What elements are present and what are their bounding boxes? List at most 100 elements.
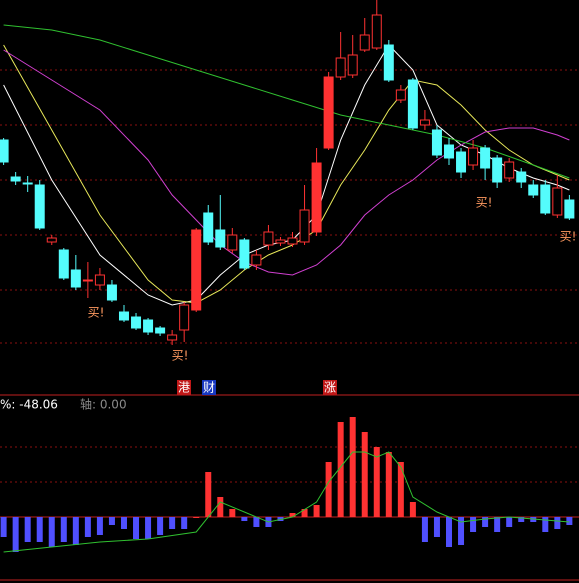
indicator-bar	[301, 509, 308, 517]
candle-body	[227, 234, 238, 251]
candle-body	[167, 334, 178, 341]
candle-body	[34, 184, 45, 229]
indicator-bar	[421, 517, 428, 542]
ma-line	[3, 451, 570, 553]
candle-body	[504, 161, 515, 179]
indicator-bar	[349, 417, 356, 517]
candle-body	[540, 184, 551, 214]
indicator-bar	[482, 517, 489, 527]
tag-box	[202, 380, 216, 395]
tag-box	[323, 380, 337, 395]
indicator-bar	[542, 517, 549, 532]
tag-box	[177, 380, 191, 395]
indicator-value: %: -48.06	[0, 398, 58, 412]
indicator-bar	[409, 502, 416, 517]
candle-body	[143, 319, 154, 333]
indicator-bar	[157, 517, 164, 535]
candle-body	[431, 129, 442, 156]
indicator-bar	[433, 517, 440, 537]
candle-body	[443, 144, 454, 159]
candle-body	[0, 139, 9, 163]
buy-signal: 买!	[172, 349, 189, 363]
indicator-bar	[506, 517, 513, 527]
indicator-bar	[217, 497, 224, 517]
indicator-bar	[169, 517, 176, 529]
candle-body	[203, 212, 214, 243]
candle-body	[118, 311, 129, 321]
candle-body	[456, 151, 467, 173]
candle-body	[335, 57, 346, 78]
candle-body	[179, 304, 190, 331]
indicator-bar	[96, 517, 103, 535]
candle-body	[215, 229, 226, 248]
candle-body	[46, 237, 57, 243]
candle-body	[419, 119, 430, 126]
indicator-bar	[518, 517, 525, 522]
tag-label: 涨	[324, 380, 336, 395]
candle-body	[131, 316, 142, 329]
candle-body	[275, 239, 286, 244]
indicator-bar	[566, 517, 573, 525]
ma-line	[3, 44, 570, 304]
candle-body	[359, 34, 370, 51]
candle-body	[22, 182, 33, 185]
candle-body	[516, 171, 527, 183]
indicator-bar	[397, 462, 404, 517]
indicator-bar	[229, 509, 236, 517]
tag-label: 财	[203, 381, 215, 395]
candle-body	[155, 327, 166, 334]
candle-body	[311, 162, 322, 233]
indicator-bar	[36, 517, 43, 542]
indicator-bar	[24, 517, 31, 542]
candle-body	[251, 254, 262, 266]
candle-body	[371, 14, 382, 49]
indicator-bar	[12, 517, 19, 552]
buy-signal: 买!	[88, 306, 105, 320]
indicator-bar	[337, 422, 344, 517]
tag-label: 港	[178, 381, 190, 395]
indicator-bar	[361, 432, 368, 517]
indicator-bar	[205, 472, 212, 517]
indicator-bar	[84, 517, 91, 537]
candle-body	[263, 231, 274, 246]
candle-body	[383, 44, 394, 81]
indicator-bar	[145, 517, 152, 539]
candle-body	[10, 176, 21, 182]
candle-body	[395, 89, 406, 101]
indicator-bar	[0, 517, 7, 537]
candle-body	[492, 157, 503, 183]
indicator-bar	[313, 505, 320, 517]
candle-body	[323, 76, 334, 149]
indicator-bar	[72, 517, 79, 545]
candle-body	[106, 284, 117, 301]
indicator-bar	[193, 517, 200, 518]
candle-body	[58, 249, 69, 279]
indicator-bar	[181, 517, 188, 529]
buy-signal: 买!	[476, 196, 493, 210]
candle-body	[287, 237, 298, 245]
candle-body	[94, 274, 105, 286]
candle-body	[191, 229, 202, 311]
indicator-bar	[325, 462, 332, 517]
indicator-bar	[385, 452, 392, 517]
candle-body	[552, 187, 563, 216]
ma-line	[3, 49, 570, 276]
indicator-bar	[253, 517, 260, 527]
indicator-bar	[60, 517, 67, 542]
indicator-bar	[494, 517, 501, 532]
candle-body	[70, 269, 81, 288]
grid	[0, 69, 579, 483]
buy-signal: 买!	[560, 230, 577, 244]
indicator-bar	[133, 517, 140, 539]
candle-body	[528, 184, 539, 196]
indicator-bar	[554, 517, 561, 529]
indicator-bar	[108, 517, 115, 525]
candle-body	[82, 279, 93, 282]
candle-body	[239, 239, 250, 269]
indicator-bar	[458, 517, 465, 545]
indicator-bar	[373, 447, 380, 517]
indicator-bar	[445, 517, 452, 547]
